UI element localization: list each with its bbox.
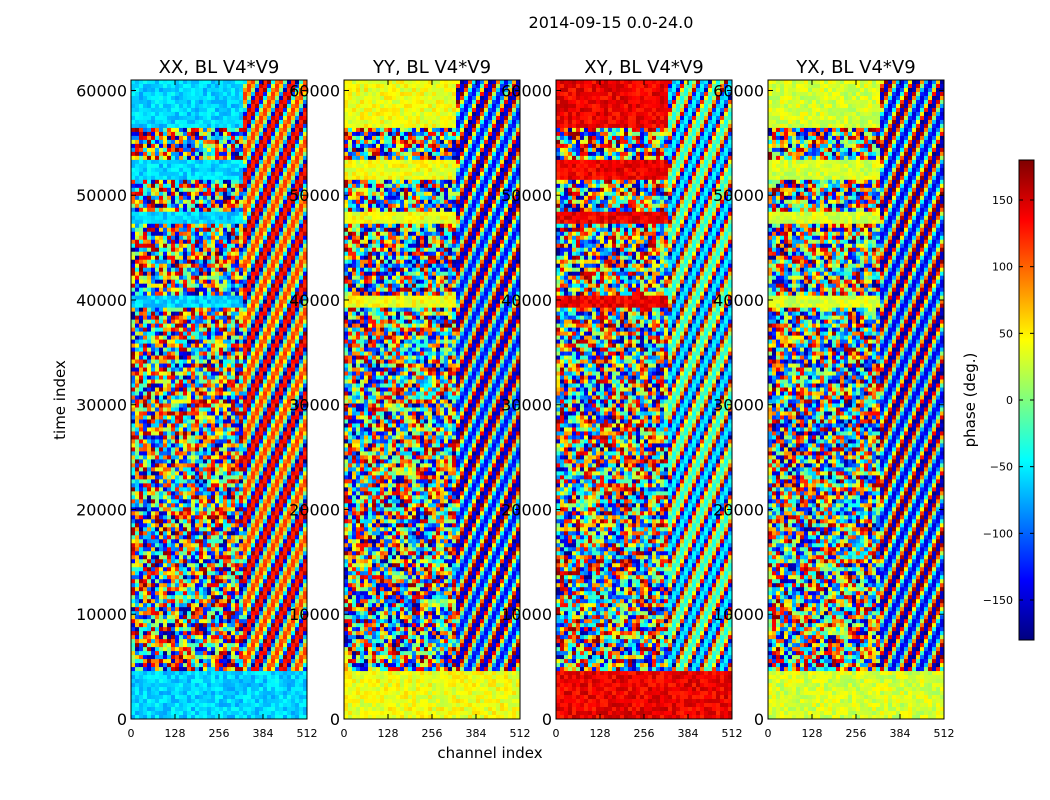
- colorbar-tick-label: 150: [992, 194, 1013, 207]
- y-tick-label: 60000: [289, 81, 340, 100]
- panel-title-xx: XX, BL V4*V9: [159, 57, 280, 78]
- panel-yx: YX, BL V4*V9 0 10000 20000 30000 40000 50000 60…: [713, 57, 954, 740]
- y-tick-label: 60000: [76, 81, 127, 100]
- x-tick-label: 128: [378, 727, 399, 740]
- x-tick-label: 128: [590, 727, 611, 740]
- x-tick-label: 256: [422, 727, 443, 740]
- y-tick-label: 20000: [76, 500, 127, 519]
- y-tick-label: 60000: [501, 81, 552, 100]
- y-tick-label: 0: [330, 710, 340, 729]
- y-tick-label: 20000: [289, 500, 340, 519]
- colorbar-ticks: −150 −100 −50 0 50 100 150: [983, 194, 1034, 607]
- y-tick-label: 40000: [289, 291, 340, 310]
- y-tick-label: 10000: [76, 605, 127, 624]
- x-tick-label: 512: [722, 727, 743, 740]
- y-tick-label: 10000: [501, 605, 552, 624]
- y-tick-label: 20000: [713, 500, 764, 519]
- y-tick-label: 40000: [501, 291, 552, 310]
- x-tick-label: 256: [846, 727, 867, 740]
- y-tick-label: 0: [542, 710, 552, 729]
- colorbar-label: phase (deg.): [961, 353, 979, 448]
- x-axis-label: channel index: [437, 744, 542, 762]
- x-tick-label: 0: [128, 727, 135, 740]
- panel-xy: XY, BL V4*V9 0 10000 20000 30000 40000 50000 60…: [501, 57, 742, 740]
- panels: XX, BL V4*V9 0 10000 20000 30000 40000 50000 60…: [76, 57, 954, 740]
- y-tick-label: 20000: [501, 500, 552, 519]
- x-tick-label: 384: [466, 727, 487, 740]
- y-tick-label: 0: [754, 710, 764, 729]
- x-tick-label: 384: [890, 727, 911, 740]
- colorbar-tick-label: 0: [1006, 394, 1013, 407]
- x-tick-label: 256: [209, 727, 230, 740]
- colorbar: −150 −100 −50 0 50 100 150 phase (deg.): [961, 159, 1035, 641]
- x-tick-label: 0: [765, 727, 772, 740]
- x-tick-label: 128: [802, 727, 823, 740]
- y-tick-label: 40000: [76, 291, 127, 310]
- x-tick-label: 0: [553, 727, 560, 740]
- y-tick-label: 30000: [713, 396, 764, 415]
- y-tick-label: 10000: [713, 605, 764, 624]
- panel-yy: YY, BL V4*V9 0 10000 20000 30000 40000 50000 60…: [289, 57, 530, 740]
- y-tick-label: 60000: [713, 81, 764, 100]
- heatmap-yx: [768, 80, 944, 719]
- heatmap-xx: [131, 80, 307, 719]
- x-tick-label: 128: [165, 727, 186, 740]
- panel-title-yy: YY, BL V4*V9: [372, 57, 491, 78]
- x-tick-label: 256: [634, 727, 655, 740]
- y-tick-label: 30000: [289, 396, 340, 415]
- y-tick-label: 40000: [713, 291, 764, 310]
- y-tick-label: 30000: [501, 396, 552, 415]
- x-tick-label: 0: [341, 727, 348, 740]
- panel-title-xy: XY, BL V4*V9: [584, 57, 703, 78]
- y-axis-label: time index: [51, 360, 69, 440]
- y-tick-label: 50000: [289, 186, 340, 205]
- colorbar-tick-label: −100: [983, 527, 1013, 540]
- y-tick-label: 50000: [713, 186, 764, 205]
- colorbar-tick-label: 50: [999, 327, 1013, 340]
- x-tick-label: 384: [678, 727, 699, 740]
- y-tick-label: 10000: [289, 605, 340, 624]
- colorbar-tick-label: −150: [983, 594, 1013, 607]
- x-tick-label: 512: [934, 727, 955, 740]
- heatmap-yy: [344, 80, 520, 719]
- x-tick-label: 512: [297, 727, 318, 740]
- panel-xx: XX, BL V4*V9 0 10000 20000 30000 40000 50000 60…: [76, 57, 317, 740]
- panel-title-yx: YX, BL V4*V9: [795, 57, 915, 78]
- y-tick-label: 30000: [76, 396, 127, 415]
- heatmap-xy: [556, 80, 732, 719]
- colorbar-tick-label: 100: [992, 261, 1013, 274]
- y-tick-label: 0: [117, 710, 127, 729]
- y-tick-label: 50000: [76, 186, 127, 205]
- x-tick-label: 512: [510, 727, 531, 740]
- y-tick-label: 50000: [501, 186, 552, 205]
- figure-title: 2014-09-15 0.0-24.0: [529, 13, 694, 32]
- x-tick-label: 384: [253, 727, 274, 740]
- colorbar-tick-label: −50: [990, 461, 1013, 474]
